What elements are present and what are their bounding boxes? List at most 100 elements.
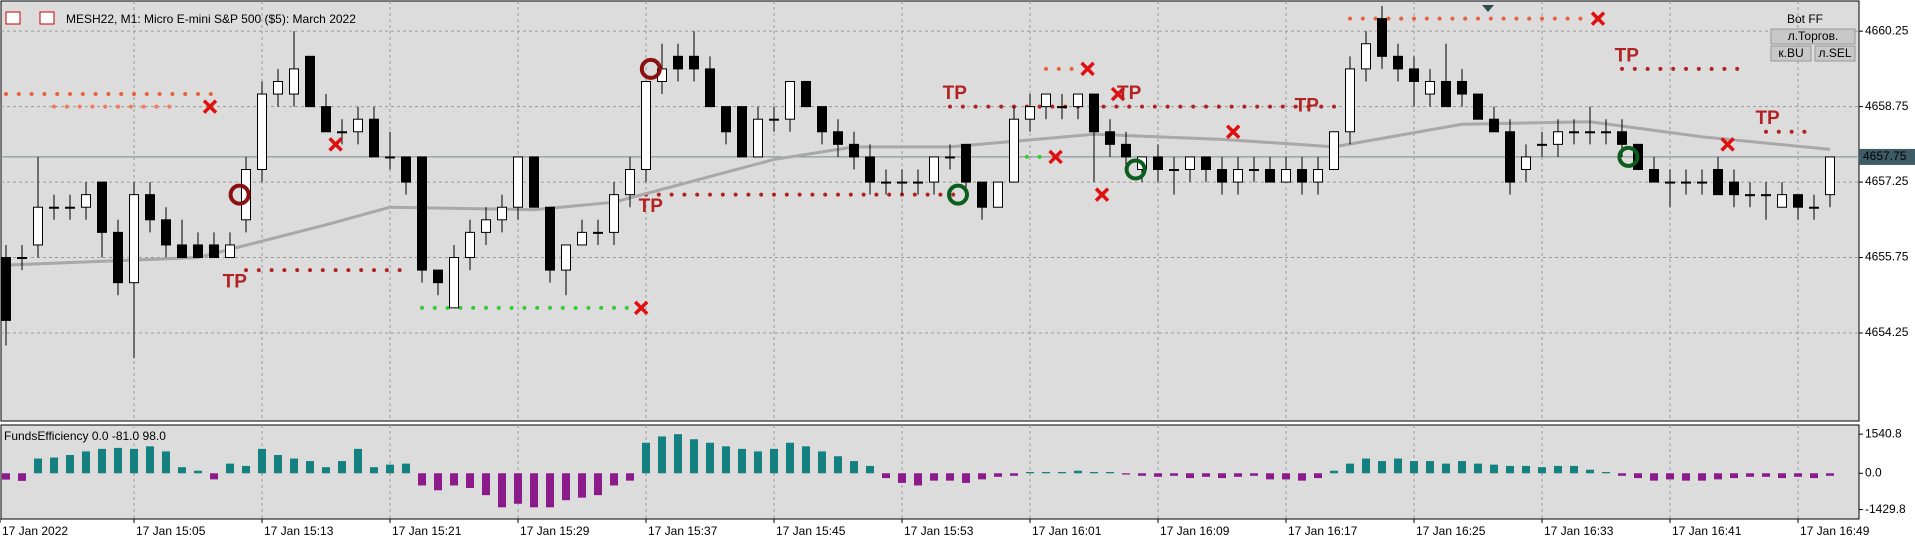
candle-body <box>1409 68 1419 82</box>
candle-body <box>1761 194 1771 197</box>
histogram-bar <box>1634 473 1642 479</box>
candle-body <box>1793 194 1803 208</box>
y-tick-label: 1540.8 <box>1865 426 1902 440</box>
histogram-bar <box>1586 469 1594 474</box>
histogram-bar <box>1314 473 1322 479</box>
button[interactable] <box>1770 28 1856 45</box>
histogram-bar <box>1346 463 1354 474</box>
candle-body <box>1569 131 1579 134</box>
x-tick-label: 17 Jan 15:21 <box>392 524 462 538</box>
candle-body <box>225 244 235 259</box>
candle-body <box>1009 118 1019 183</box>
histogram-bar <box>418 473 426 486</box>
histogram-bar <box>1826 473 1834 476</box>
histogram-bar <box>1426 461 1434 474</box>
candle-body <box>1457 80 1467 95</box>
histogram-bar <box>162 451 170 474</box>
histogram-bar <box>258 448 266 474</box>
candle-body <box>993 181 1003 208</box>
histogram-bar <box>898 473 906 483</box>
button-label[interactable]: к.BU <box>1778 46 1803 60</box>
candle-body <box>1681 181 1691 184</box>
candle-body <box>1329 131 1339 171</box>
candle-body <box>817 106 827 133</box>
icon[interactable] <box>5 11 21 25</box>
tp-label: TP <box>639 196 664 217</box>
candle-body <box>1585 131 1595 134</box>
button[interactable] <box>1770 45 1812 62</box>
histogram-bar <box>1330 470 1338 474</box>
candle-body <box>177 244 187 259</box>
histogram-bar <box>930 473 938 481</box>
cross <box>328 137 343 152</box>
entry <box>947 183 969 206</box>
candle-body <box>513 156 523 208</box>
histogram-bar <box>354 448 362 474</box>
candle-body <box>1025 106 1035 120</box>
cross <box>1094 187 1110 202</box>
histogram-bar <box>850 461 858 474</box>
histogram-bar <box>402 463 410 474</box>
histogram-bar <box>834 456 842 474</box>
candle-body <box>465 231 475 259</box>
histogram-bar <box>818 451 826 474</box>
candle-body <box>353 118 363 133</box>
candle-body <box>961 143 971 183</box>
histogram-bar <box>1202 473 1210 477</box>
candle-body <box>33 206 43 246</box>
marks <box>1 6 1835 508</box>
shift-marker <box>1482 5 1494 12</box>
button-label[interactable]: л.Торгов. <box>1788 29 1839 43</box>
candle-body <box>1345 68 1355 133</box>
icon[interactable] <box>39 11 55 25</box>
histogram-bar <box>114 447 122 474</box>
symbol-title: MESH22, M1: Micro E-mini S&P 500 ($5): M… <box>66 12 356 26</box>
cross <box>1110 86 1126 102</box>
histogram-bar <box>594 473 602 496</box>
candle-body <box>481 219 491 233</box>
histogram-bar <box>1362 458 1370 474</box>
histogram-bar <box>1394 458 1402 474</box>
candle-body <box>1521 156 1531 171</box>
candle-body <box>1745 194 1755 197</box>
histogram-bar <box>450 473 458 486</box>
histogram-bar <box>1298 473 1306 481</box>
histogram-bar <box>1234 473 1242 477</box>
candle-body <box>337 131 347 134</box>
candle-body <box>1169 169 1179 172</box>
x-tick-label: 17 Jan 16:25 <box>1416 524 1486 538</box>
cross <box>1048 149 1063 165</box>
candle-body <box>721 106 731 133</box>
candle-body <box>1729 181 1739 196</box>
histogram-bar <box>722 446 730 474</box>
candle-body <box>1601 131 1611 134</box>
bot-label: Bot FF <box>1787 12 1823 26</box>
histogram-bar <box>658 436 666 474</box>
candle-body <box>529 156 539 208</box>
candle-body <box>1313 169 1323 183</box>
button[interactable] <box>1814 45 1856 62</box>
candle-body <box>625 169 635 196</box>
histogram-bar <box>338 461 346 474</box>
histogram-bar <box>1730 473 1738 479</box>
button-label[interactable]: л.SEL <box>1818 46 1851 60</box>
histogram-bar <box>1138 473 1146 476</box>
last-price-box <box>1859 148 1915 165</box>
y-tick-label: -1429.8 <box>1865 502 1906 516</box>
histogram-bar <box>1090 472 1098 474</box>
histogram-bar <box>434 473 442 491</box>
histogram-bar <box>1250 473 1258 476</box>
candle-body <box>593 231 603 234</box>
candle-body <box>305 55 315 108</box>
candle-body <box>113 231 123 284</box>
histogram-bar <box>242 465 250 474</box>
histogram-bar <box>1490 464 1498 474</box>
histogram-bar <box>1186 473 1194 479</box>
candle-body <box>641 80 651 171</box>
histogram-bar <box>482 473 490 496</box>
tp-label: TP <box>223 272 248 293</box>
candle-body <box>1361 43 1371 70</box>
x-tick-label: 17 Jan 16:17 <box>1288 524 1358 538</box>
histogram-bar <box>706 442 714 474</box>
candle-body <box>673 55 683 70</box>
